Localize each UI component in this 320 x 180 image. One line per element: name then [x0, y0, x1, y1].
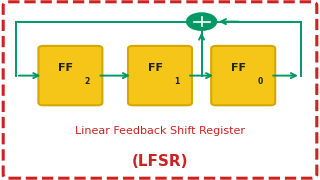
Text: 2: 2 — [84, 76, 90, 86]
Text: Linear Feedback Shift Register: Linear Feedback Shift Register — [75, 126, 245, 136]
Text: FF: FF — [148, 63, 163, 73]
Text: 1: 1 — [174, 76, 179, 86]
FancyBboxPatch shape — [211, 46, 275, 105]
Circle shape — [187, 14, 216, 30]
Text: FF: FF — [58, 63, 73, 73]
FancyBboxPatch shape — [128, 46, 192, 105]
FancyBboxPatch shape — [3, 2, 317, 178]
Text: FF: FF — [231, 63, 246, 73]
FancyBboxPatch shape — [38, 46, 102, 105]
Text: (LFSR): (LFSR) — [132, 154, 188, 170]
Text: 0: 0 — [257, 76, 262, 86]
